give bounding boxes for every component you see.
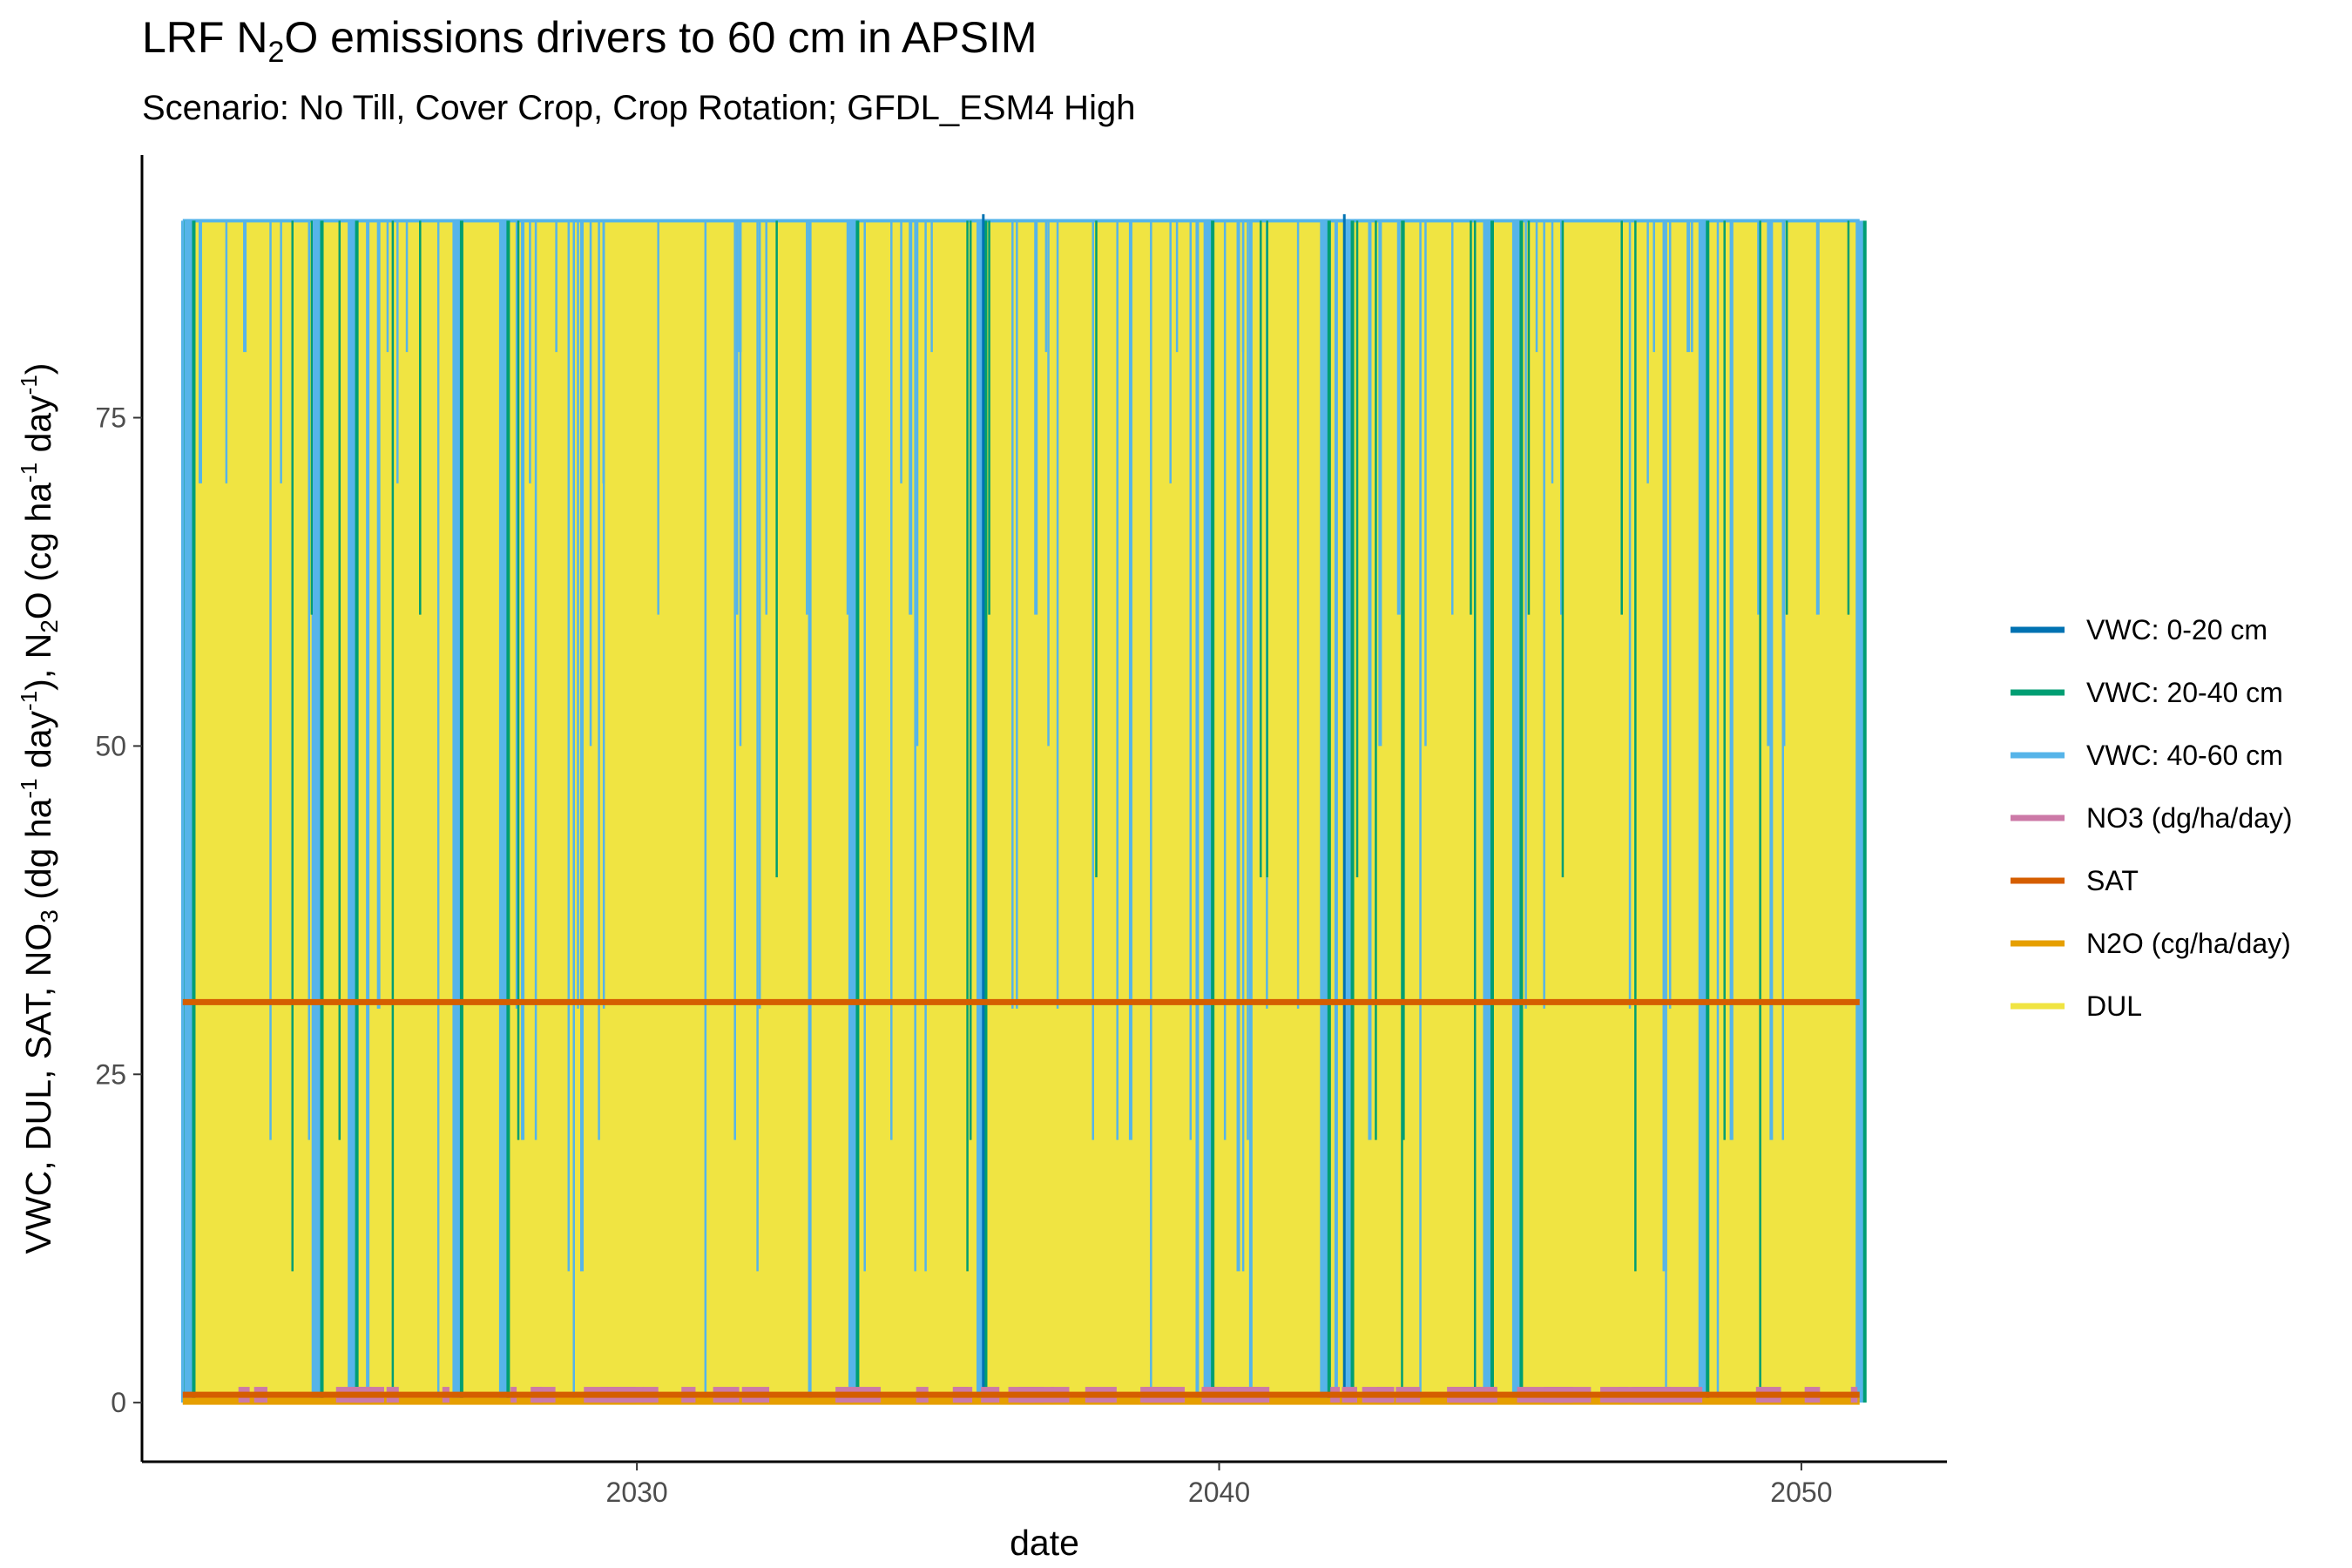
legend: VWC: 0-20 cm VWC: 20-40 cm VWC: 40-60 cm NO… xyxy=(2011,614,2293,1022)
y-tick-label: 50 xyxy=(95,730,126,761)
x-axis-title: date xyxy=(1010,1523,1079,1563)
x-axis-ticks: 2030 2040 2050 xyxy=(606,1462,1832,1508)
legend-label: NO3 (dg/ha/day) xyxy=(2086,802,2293,834)
y-tick-label: 0 xyxy=(111,1387,126,1418)
legend-label: VWC: 20-40 cm xyxy=(2086,677,2283,708)
y-axis-title: VWC, DUL, SAT, NO3 (dg ha-1 day-1), N2O … xyxy=(16,363,63,1254)
legend-label: VWC: 0-20 cm xyxy=(2086,614,2268,645)
y-tick-label: 25 xyxy=(95,1058,126,1090)
x-tick-label: 2040 xyxy=(1188,1477,1250,1508)
dul-series xyxy=(182,220,1860,1403)
y-tick-label: 75 xyxy=(95,402,126,434)
legend-label: DUL xyxy=(2086,990,2142,1022)
x-tick-label: 2050 xyxy=(1770,1477,1832,1508)
legend-label: SAT xyxy=(2086,865,2139,896)
chart-subtitle: Scenario: No Till, Cover Crop, Crop Rota… xyxy=(142,89,1136,127)
chart-title: LRF N2O emissions drivers to 60 cm in AP… xyxy=(142,13,1037,69)
x-tick-label: 2030 xyxy=(606,1477,668,1508)
y-axis-ticks: 0 25 50 75 xyxy=(95,402,142,1418)
legend-label: N2O (cg/ha/day) xyxy=(2086,928,2291,959)
plot-marks xyxy=(180,213,1867,1405)
legend-label: VWC: 40-60 cm xyxy=(2086,740,2283,771)
